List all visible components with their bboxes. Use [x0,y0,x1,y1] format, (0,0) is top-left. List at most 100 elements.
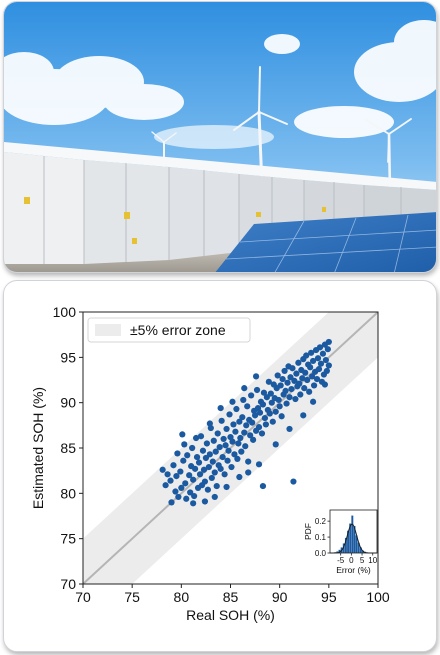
data-point [277,382,284,389]
data-point [255,424,263,431]
data-point [216,443,223,451]
data-point [299,375,306,382]
data-point [219,453,226,461]
data-point [237,434,244,442]
data-point [159,466,166,473]
data-point [276,403,283,410]
data-point [200,466,208,473]
data-point [268,399,275,406]
data-point [265,378,272,385]
data-point [173,473,180,480]
data-point [263,394,270,401]
data-point [174,450,181,457]
inset-y-axis-label: PDF [303,523,313,540]
data-point [301,385,308,392]
data-point [240,396,247,404]
histogram-bar [336,551,339,553]
data-point [206,451,213,458]
data-point [314,355,322,362]
data-point [306,388,313,395]
data-point [322,356,329,364]
data-point [228,463,235,471]
data-point [323,367,330,375]
data-point [290,478,297,485]
data-point [196,471,204,478]
histogram-bar [342,543,345,553]
data-point [189,444,196,452]
data-point [179,431,186,438]
ideal-reference-line [83,312,378,584]
data-point [172,488,179,495]
data-point [224,457,231,464]
data-point [249,419,256,426]
data-point [308,349,315,356]
histogram-bar [344,537,347,553]
inset-y-tick-label: 0.1 [315,533,327,542]
data-point [315,366,323,373]
data-point [255,461,263,468]
inset-x-tick-label: 10 [368,556,377,565]
data-point [261,414,269,422]
inset-y-tick-label: 0.2 [315,517,327,526]
data-point [223,483,230,491]
data-point [325,362,332,369]
x-tick-label: 80 [174,589,190,605]
x-tick-label: 70 [75,589,91,605]
data-point [232,428,239,435]
chart-card: 70 75 80 85 90 95 100 70 75 80 85 90 95 100 Real SOH (… [3,280,437,652]
data-point [211,493,218,501]
data-point [262,421,269,428]
x-tick-label: 90 [272,589,288,605]
data-point [183,495,190,502]
data-point [234,455,241,462]
data-point [190,476,197,483]
inset-histogram: -5 0 5 10 0.0 0.1 0.2 Error (%) PDF [303,509,378,575]
data-point [251,412,259,419]
plot-area [83,312,378,584]
data-point [302,369,309,376]
data-point [245,458,252,465]
data-point [292,395,299,403]
y-axis-label: Estimated SOH (%) [30,387,46,509]
data-point [187,489,194,496]
data-point [303,352,310,359]
data-point [167,477,174,484]
data-point [281,367,288,375]
data-point [256,409,264,416]
data-point [295,359,302,366]
data-point [214,430,221,437]
data-point [242,443,249,450]
scatter-points [159,338,332,507]
data-point [293,370,300,377]
data-point [229,398,236,405]
data-point [210,437,217,444]
data-point [288,385,295,393]
data-point [241,429,248,436]
inset-y-tick-label: 0.0 [315,549,327,558]
data-point [197,433,205,440]
data-point [296,380,303,387]
data-point [250,436,257,443]
data-point [317,360,325,367]
data-point [274,372,281,379]
data-point [164,471,171,478]
data-point [231,451,238,458]
y-tick-label: 85 [60,440,76,456]
data-point [239,414,246,421]
data-point [217,405,224,412]
data-point [233,405,240,413]
data-point [258,430,266,437]
histogram-bar [351,515,354,553]
data-point [319,350,327,357]
data-point [286,394,293,401]
data-point [181,441,188,448]
histogram-bar [347,530,350,553]
data-point [191,492,198,500]
x-tick-label: 85 [223,589,239,605]
data-point [223,425,230,433]
data-point [321,381,328,388]
data-point [201,478,209,485]
data-point [310,382,318,389]
data-point [202,454,210,462]
data-point [313,375,321,383]
